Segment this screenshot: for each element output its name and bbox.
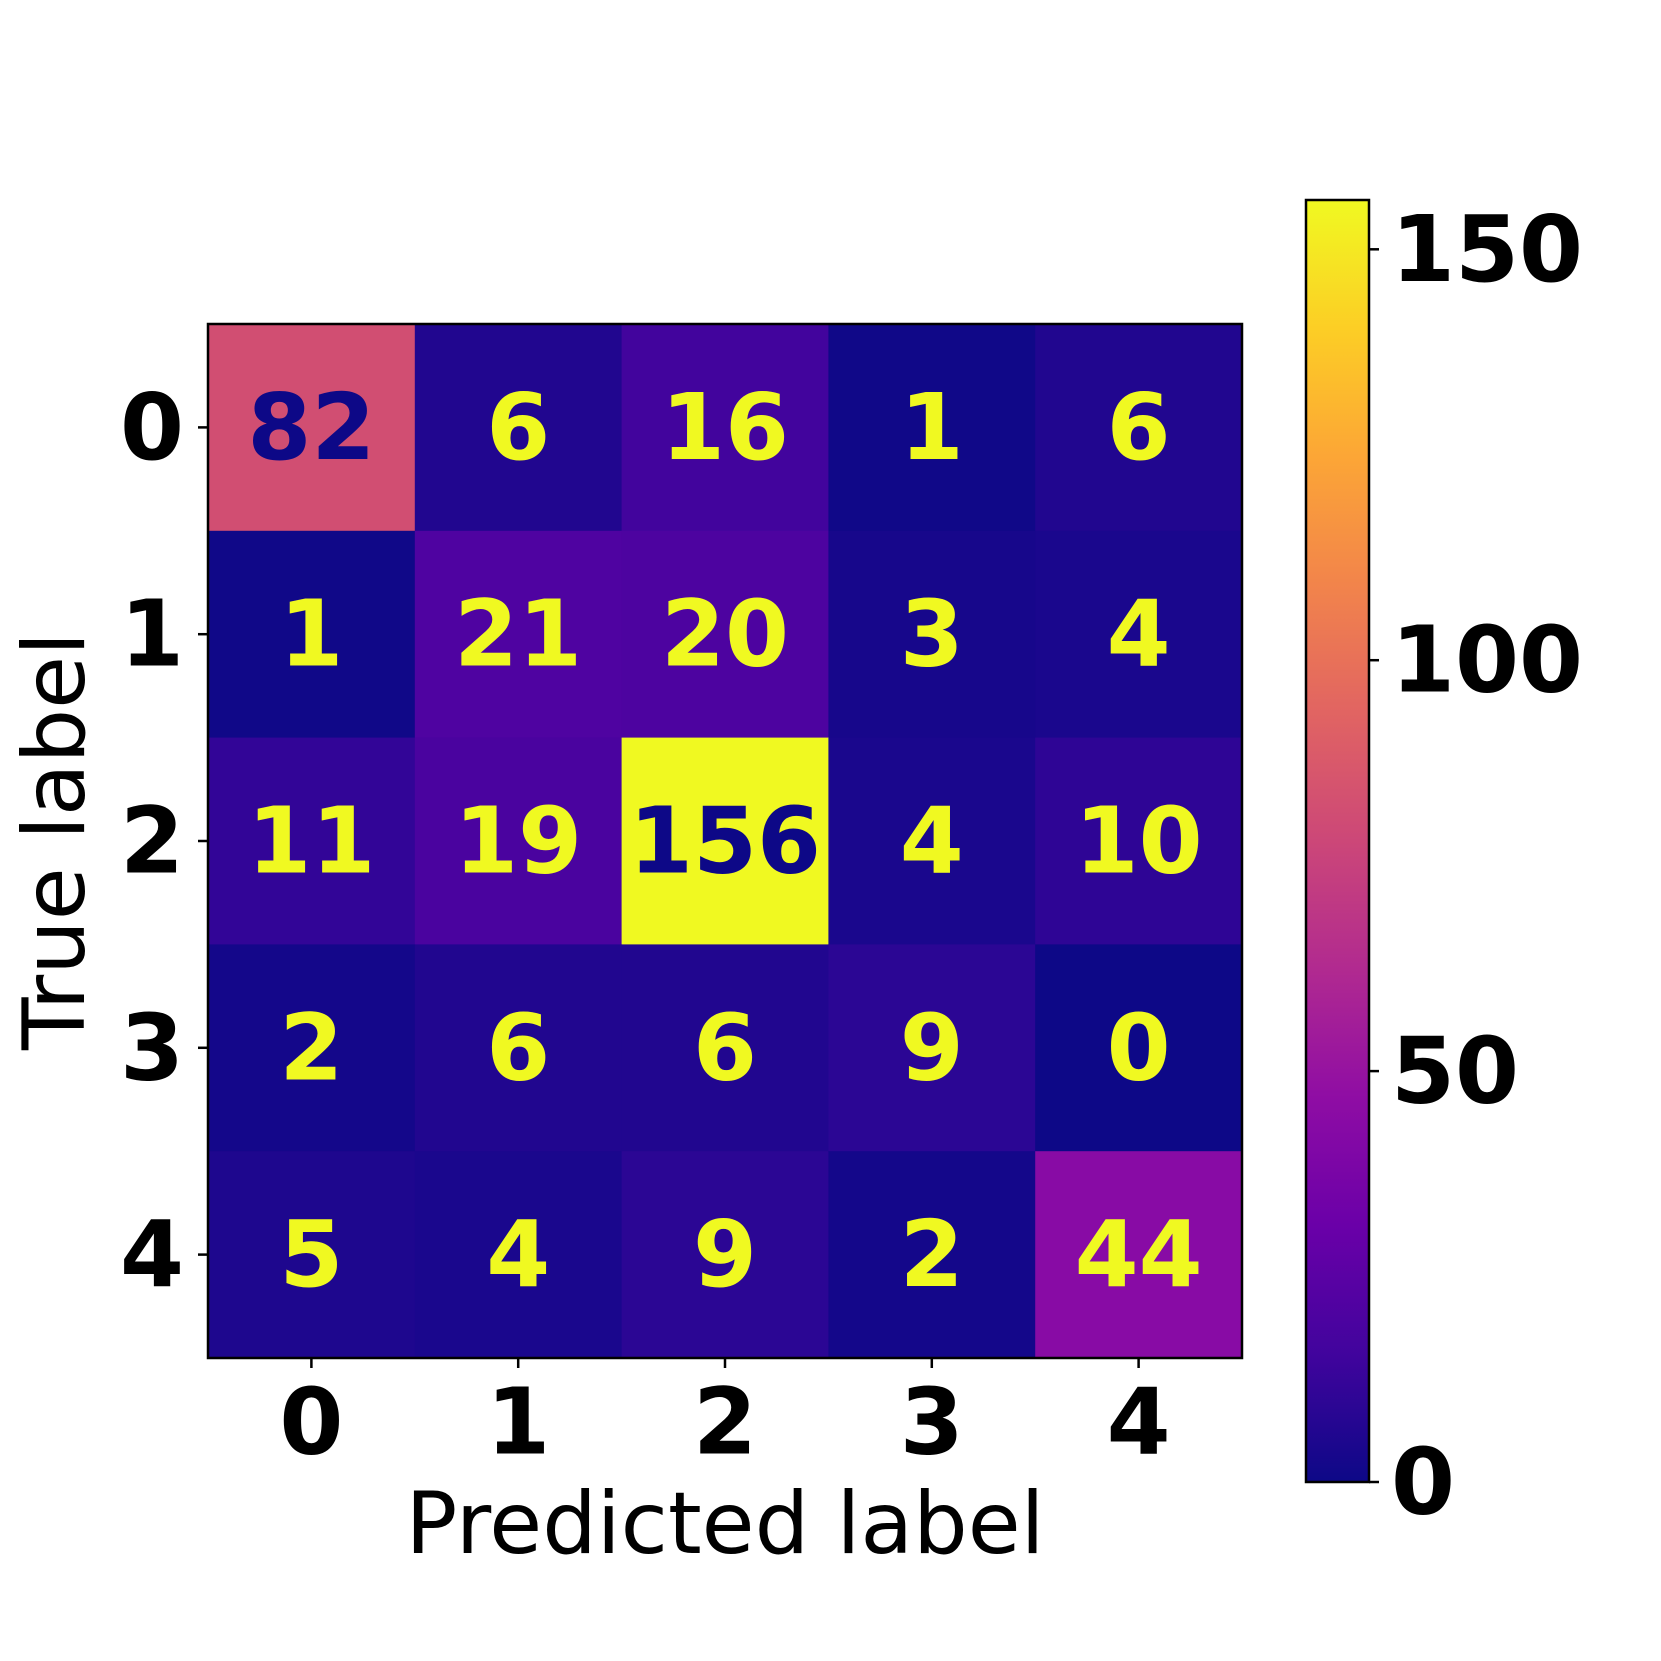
cell	[208, 1151, 416, 1359]
cell	[828, 737, 1036, 945]
cell	[621, 944, 829, 1152]
cell	[621, 324, 829, 532]
colorbar	[1304, 198, 1371, 1484]
cell	[621, 737, 829, 945]
cell	[208, 530, 416, 739]
cell-label: 6	[693, 994, 757, 1101]
cell-label: 44	[1075, 1201, 1203, 1308]
cell-label: 156	[629, 788, 821, 895]
cell	[1035, 737, 1243, 945]
x-tick-label: 3	[900, 1369, 964, 1476]
cell	[1035, 1151, 1243, 1359]
cell-label: 2	[279, 994, 343, 1101]
cell-label: 2	[900, 1201, 964, 1308]
colorbar-tick-label: 50	[1391, 1018, 1519, 1125]
x-axis-title: Predicted label	[405, 1474, 1044, 1574]
cell	[1035, 324, 1243, 532]
cell	[828, 944, 1036, 1152]
cell	[1035, 530, 1243, 739]
cell	[414, 944, 623, 1152]
colorbar-tick-label: 0	[1391, 1429, 1455, 1536]
cell	[414, 324, 623, 532]
x-tick-label: 0	[279, 1369, 343, 1476]
cell-label: 9	[693, 1201, 757, 1308]
cell	[414, 1151, 623, 1359]
cell-label: 16	[661, 374, 789, 481]
cell	[828, 1151, 1036, 1359]
cell	[828, 324, 1036, 532]
cell	[828, 530, 1036, 739]
cell	[621, 530, 829, 739]
cell-label: 1	[900, 374, 964, 481]
cell	[414, 737, 623, 945]
y-axis-title: True label	[5, 632, 105, 1051]
cell-label: 5	[279, 1201, 343, 1308]
cell-label: 4	[1107, 581, 1171, 688]
cell-label: 6	[486, 994, 550, 1101]
y-tick-label: 2	[120, 788, 184, 895]
cell	[1035, 944, 1243, 1152]
cell-label: 82	[247, 374, 375, 481]
cell-label: 21	[454, 581, 582, 688]
cell-label: 19	[454, 788, 582, 895]
colorbar-tick-label: 100	[1391, 607, 1583, 714]
cell-label: 6	[486, 374, 550, 481]
cell-label: 6	[1107, 374, 1171, 481]
cell-label: 10	[1075, 788, 1203, 895]
cell-label: 0	[1107, 994, 1171, 1101]
cell-label: 4	[486, 1201, 550, 1308]
cell-label: 3	[900, 581, 964, 688]
cell-label: 1	[279, 581, 343, 688]
y-tick-label: 4	[120, 1201, 184, 1308]
colorbar-tick-label: 150	[1391, 196, 1583, 303]
cell	[208, 324, 416, 532]
y-tick-label: 3	[120, 994, 184, 1101]
cell-label: 4	[900, 788, 964, 895]
y-tick-label: 0	[120, 374, 184, 481]
cell-label: 11	[247, 788, 375, 895]
cell	[208, 737, 416, 945]
x-tick-label: 4	[1107, 1369, 1171, 1476]
x-tick-label: 1	[486, 1369, 550, 1476]
y-tick-label: 1	[120, 581, 184, 688]
cell	[414, 530, 623, 739]
cell-label: 20	[661, 581, 789, 688]
cell-label: 9	[900, 994, 964, 1101]
cell	[208, 944, 416, 1152]
cell	[621, 1151, 829, 1359]
x-tick-label: 2	[693, 1369, 757, 1476]
